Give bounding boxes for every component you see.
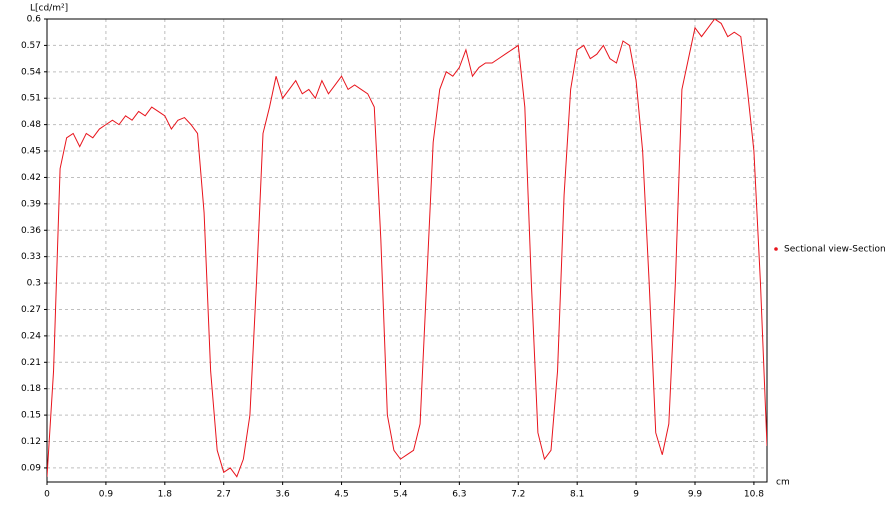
x-tick-label: 6.3 <box>452 490 466 500</box>
x-tick-label: 9.9 <box>688 490 703 500</box>
x-tick-label: 3.6 <box>275 490 290 500</box>
plot-border <box>46 18 768 483</box>
y-tick-label: 0.18 <box>21 384 41 394</box>
x-tick-label: 4.5 <box>334 490 348 500</box>
y-tick-label: 0.21 <box>21 358 41 368</box>
x-tick-label: 0.9 <box>99 490 114 500</box>
y-tick-label: 0.57 <box>21 41 41 51</box>
data-line <box>47 19 767 478</box>
y-tick-label: 0.12 <box>21 437 41 447</box>
y-tick-label: 0.51 <box>21 94 41 104</box>
y-tick-label: 0.45 <box>21 147 41 157</box>
y-tick-label: 0.15 <box>21 411 41 421</box>
x-tick-label: 9 <box>633 490 639 500</box>
x-tick-label: 2.7 <box>217 490 231 500</box>
x-tick-label: 1.8 <box>158 490 173 500</box>
x-tick-label: 5.4 <box>393 490 408 500</box>
y-tick-label: 0.42 <box>21 173 41 183</box>
y-tick-label: 0.3 <box>27 279 41 289</box>
y-tick-label: 0.48 <box>21 120 41 130</box>
y-tick-label: 0.09 <box>21 463 41 473</box>
legend-label: Sectional view-Section <box>784 245 886 255</box>
x-tick-label: 8.1 <box>570 490 584 500</box>
y-tick-label: 0.27 <box>21 305 41 315</box>
x-tick-label: 10.8 <box>744 490 764 500</box>
y-tick-label: 0.33 <box>21 252 41 262</box>
x-axis-label: cm <box>776 478 790 488</box>
y-axis-label: L[cd/m²] <box>30 4 68 14</box>
x-tick-label: 7.2 <box>511 490 525 500</box>
y-tick-label: 0.24 <box>21 331 41 341</box>
y-tick-label: 0.39 <box>21 199 41 209</box>
x-tick-label: 0 <box>44 490 50 500</box>
legend-marker <box>774 247 778 251</box>
y-tick-label: 0.36 <box>21 226 41 236</box>
y-tick-label: 0.6 <box>27 15 42 25</box>
y-tick-label: 0.54 <box>21 67 41 77</box>
